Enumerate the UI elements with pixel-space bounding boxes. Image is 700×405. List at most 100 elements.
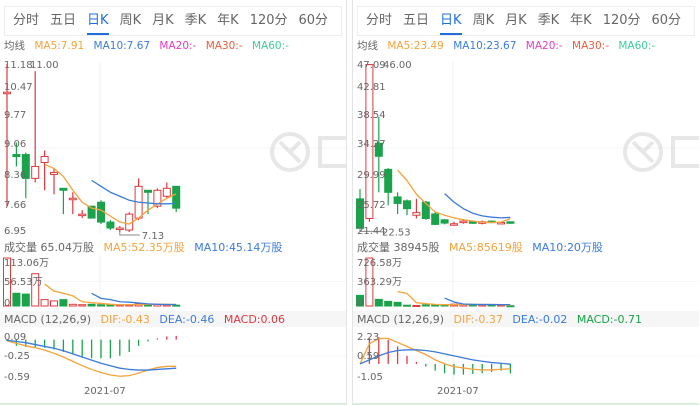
watermark-logo [270, 132, 346, 172]
volume-bar [403, 304, 411, 307]
ma10-value: MA10:7.67 [93, 40, 151, 52]
volume-label: 成交量 65.04万股 [4, 241, 94, 254]
tab-2[interactable]: 日K [440, 7, 462, 35]
tab-5[interactable]: 季K [537, 13, 560, 28]
candle [374, 116, 383, 193]
volume-bar [421, 304, 430, 307]
volume-axis-label: 363.29万 [357, 277, 402, 288]
tab-1[interactable]: 五日 [50, 13, 77, 28]
candle [172, 185, 181, 213]
volume-bar [356, 294, 364, 307]
candle [59, 187, 68, 215]
candle [3, 64, 11, 207]
tab-8[interactable]: 60分 [651, 13, 682, 28]
volume-bar [97, 304, 105, 307]
tab-1[interactable]: 五日 [403, 13, 430, 28]
macd-axis-label: -0.59 [4, 372, 30, 383]
tab-5[interactable]: 季K [184, 13, 207, 28]
volume-axis-label: 113.06万 [4, 258, 49, 269]
candle [365, 64, 374, 222]
volume-bar [393, 301, 402, 307]
tab-0[interactable]: 分时 [13, 13, 40, 28]
tab-3[interactable]: 周K [119, 13, 142, 28]
macd-legend-band [353, 311, 699, 327]
tab-8[interactable]: 60分 [298, 13, 329, 28]
ma30-value: MA30:- [572, 40, 609, 52]
price-axis-label: 38.54 [357, 110, 386, 121]
ma30-value: MA30:- [205, 40, 243, 52]
price-axis-label: 11.18 [4, 60, 33, 71]
tab-0[interactable]: 分时 [366, 13, 393, 28]
candle [21, 152, 30, 199]
candle [31, 71, 40, 183]
volume-label: 成交量 38945股 [357, 241, 440, 254]
candle [68, 192, 77, 215]
volume-bar [431, 304, 440, 307]
candle [393, 192, 402, 214]
candle [450, 221, 458, 226]
price-axis-label: 11.00 [30, 60, 59, 71]
low-marker [119, 230, 140, 236]
price-axis-label: 9.77 [4, 110, 26, 121]
candle [506, 221, 515, 224]
kline-panel-right: 分时 五日 日K 周K 月K 季K 年K 120分 60分 22.53 47.09 46.00 42.… [352, 0, 699, 405]
tab-6[interactable]: 年K [217, 13, 239, 28]
volume-bar [412, 304, 421, 307]
macd-value: MACD:0.06 [223, 313, 285, 326]
volume-bar [365, 257, 374, 307]
dea-line [359, 349, 511, 365]
ma60-value: MA60:- [618, 40, 656, 52]
tab-7[interactable]: 120分 [249, 13, 288, 28]
price-axis-label: 34.27 [357, 139, 386, 150]
ma5-line [44, 163, 177, 225]
ma-legend: 均线 MA5:23.49 MA10:23.67 MA20:- MA30:- MA… [357, 38, 661, 53]
macd-dif: DIF:-0.37 [453, 313, 503, 326]
tab-4[interactable]: 月K [505, 13, 527, 28]
volume-bar [384, 300, 393, 307]
candle [431, 211, 440, 226]
volume-ma10: MA10:20万股 [532, 241, 603, 254]
tab-3[interactable]: 周K [472, 13, 495, 28]
candle [162, 182, 171, 199]
volume-bar [68, 303, 77, 307]
candle [403, 199, 411, 216]
volume-ma5: MA5:85619股 [449, 241, 523, 254]
ma10-line [91, 179, 177, 205]
price-axis-label: 42.81 [357, 82, 386, 93]
volume-legend: 成交量 65.04万股 MA5:52.35万股 MA10:45.14万股 [4, 239, 288, 255]
ma10-line [444, 193, 511, 219]
ma-label: 均线 [357, 40, 378, 52]
ma60-value: MA60:- [251, 40, 289, 52]
ma-legend: 均线 MA5:7.91 MA10:7.67 MA20:- MA30:- MA60… [4, 38, 295, 53]
macd-label: MACD (12,26,9) [4, 313, 92, 326]
ma5-value: MA5:7.91 [34, 40, 85, 52]
macd-dea: DEA:-0.02 [512, 313, 568, 326]
price-axis-label: 8.36 [4, 170, 26, 181]
macd-axis-label: 0.59 [357, 351, 379, 362]
tab-2[interactable]: 日K [87, 7, 109, 35]
volume-bar [59, 299, 68, 307]
volume-bar [40, 299, 49, 307]
volume-bar [3, 257, 11, 307]
macd-dea: DEA:-0.46 [159, 313, 215, 326]
tab-4[interactable]: 月K [152, 13, 174, 28]
macd-label: MACD (12,26,9) [357, 313, 445, 326]
volume-bar [50, 300, 58, 307]
macd-value: MACD:-0.71 [576, 313, 642, 326]
period-tabs: 分时 五日 日K 周K 月K 季K 年K 120分 60分 [357, 6, 695, 36]
period-tabs: 分时 五日 日K 周K 月K 季K 年K 120分 60分 [4, 6, 342, 36]
volume-axis-label: 0 [357, 298, 363, 309]
macd-axis-label: -0.25 [4, 351, 30, 362]
tab-7[interactable]: 120分 [602, 13, 641, 28]
volume-bar [21, 293, 30, 307]
volume-ma5-line [397, 290, 511, 307]
price-axis-label: 29.99 [357, 170, 386, 181]
volume-ma10-line [91, 292, 177, 306]
candle [384, 168, 393, 206]
dif-line [359, 337, 511, 371]
tab-6[interactable]: 年K [570, 13, 592, 28]
candle [12, 142, 21, 167]
volume-bar [374, 298, 383, 307]
volume-bar [12, 292, 21, 307]
